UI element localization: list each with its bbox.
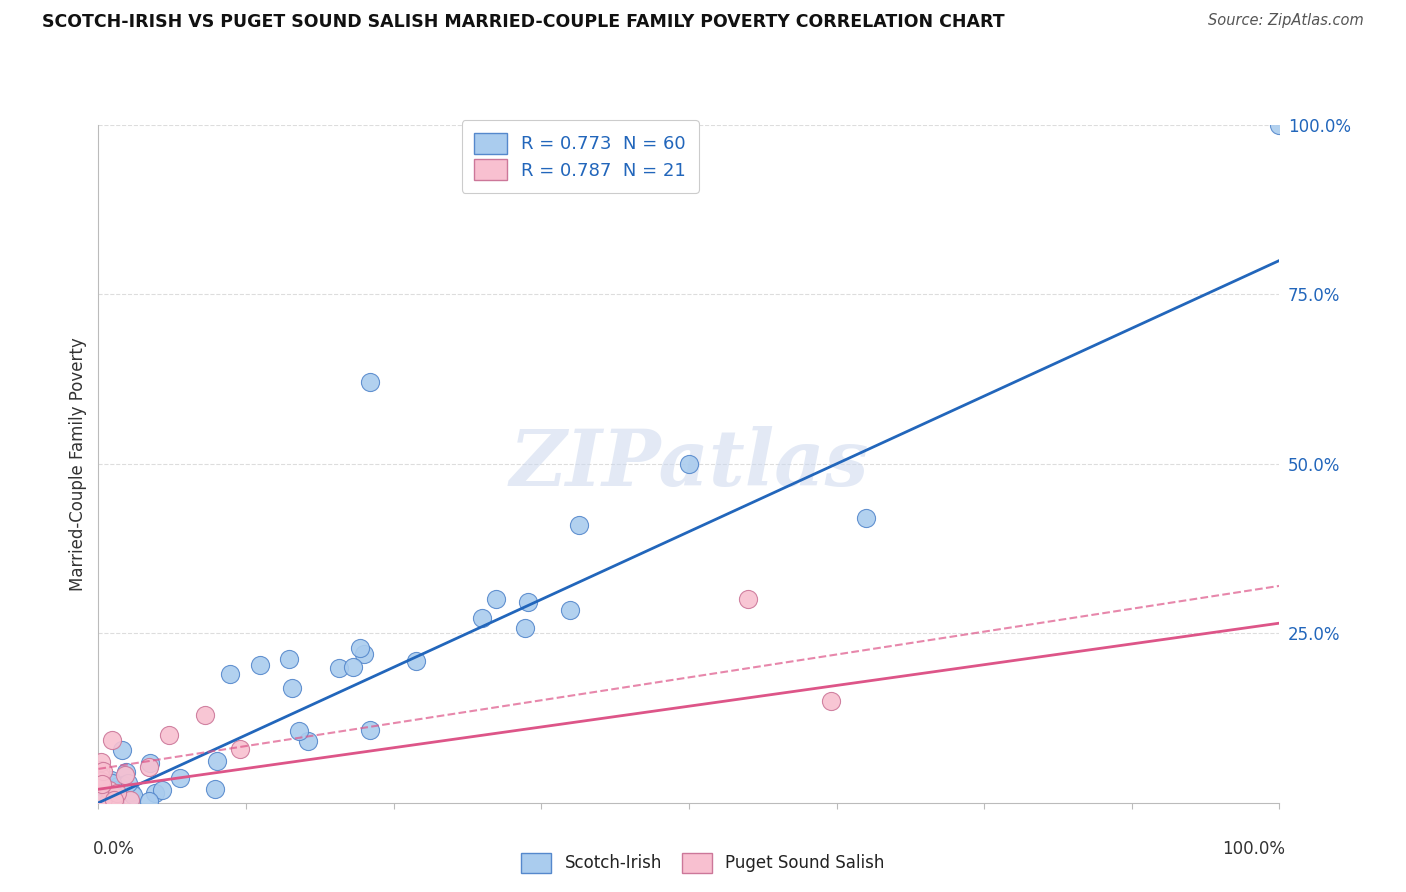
Point bbox=[94, 786, 117, 800]
Point bbox=[93, 787, 115, 801]
Point bbox=[138, 794, 160, 808]
Point bbox=[560, 603, 582, 617]
Legend: R = 0.773  N = 60, R = 0.787  N = 21: R = 0.773 N = 60, R = 0.787 N = 21 bbox=[461, 120, 699, 193]
Point bbox=[89, 763, 111, 777]
Point bbox=[568, 517, 591, 532]
Point bbox=[485, 592, 508, 607]
Point bbox=[94, 787, 117, 801]
Point bbox=[111, 778, 134, 792]
Point bbox=[349, 640, 371, 655]
Point bbox=[218, 666, 240, 681]
Point bbox=[194, 707, 217, 722]
Point bbox=[138, 760, 160, 774]
Text: Source: ZipAtlas.com: Source: ZipAtlas.com bbox=[1208, 13, 1364, 29]
Point bbox=[328, 660, 350, 674]
Point bbox=[97, 785, 120, 799]
Point bbox=[281, 681, 304, 696]
Point bbox=[169, 771, 191, 785]
Point bbox=[89, 769, 111, 783]
Point bbox=[471, 611, 494, 625]
Point bbox=[117, 775, 139, 789]
Text: 0.0%: 0.0% bbox=[93, 840, 135, 858]
Point bbox=[104, 789, 127, 804]
Legend: Scotch-Irish, Puget Sound Salish: Scotch-Irish, Puget Sound Salish bbox=[515, 847, 891, 880]
Point bbox=[104, 795, 127, 809]
Point bbox=[97, 795, 120, 809]
Point bbox=[107, 786, 129, 800]
Point bbox=[93, 792, 115, 806]
Point bbox=[103, 783, 125, 797]
Point bbox=[89, 788, 111, 802]
Point bbox=[107, 779, 129, 793]
Point bbox=[114, 768, 136, 782]
Point bbox=[855, 511, 877, 525]
Point bbox=[229, 741, 252, 756]
Point bbox=[820, 694, 842, 708]
Point bbox=[91, 795, 114, 809]
Point bbox=[90, 774, 112, 789]
Point bbox=[100, 772, 122, 787]
Point bbox=[678, 457, 700, 471]
Point bbox=[90, 755, 112, 769]
Point bbox=[101, 776, 124, 790]
Point bbox=[138, 756, 160, 770]
Point bbox=[342, 660, 364, 674]
Point bbox=[111, 743, 134, 757]
Point bbox=[353, 647, 375, 661]
Point bbox=[737, 592, 759, 607]
Point bbox=[100, 788, 122, 802]
Text: ZIPatlas: ZIPatlas bbox=[509, 425, 869, 502]
Point bbox=[277, 652, 299, 666]
Point bbox=[89, 786, 111, 800]
Point bbox=[89, 774, 111, 789]
Point bbox=[359, 376, 381, 390]
Point bbox=[157, 728, 180, 742]
Point bbox=[91, 764, 114, 779]
Point bbox=[91, 792, 114, 806]
Point bbox=[101, 789, 124, 803]
Text: SCOTCH-IRISH VS PUGET SOUND SALISH MARRIED-COUPLE FAMILY POVERTY CORRELATION CHA: SCOTCH-IRISH VS PUGET SOUND SALISH MARRI… bbox=[42, 13, 1005, 31]
Point bbox=[103, 792, 125, 806]
Point bbox=[90, 775, 112, 789]
Point bbox=[120, 785, 142, 799]
Point bbox=[98, 783, 121, 797]
Point bbox=[204, 782, 226, 797]
Point bbox=[1268, 118, 1291, 132]
Point bbox=[150, 783, 173, 797]
Point bbox=[114, 764, 136, 779]
Point bbox=[288, 723, 311, 738]
Point bbox=[143, 787, 166, 801]
Point bbox=[118, 792, 141, 806]
Point bbox=[207, 754, 229, 768]
Point bbox=[515, 621, 537, 635]
Text: 100.0%: 100.0% bbox=[1222, 840, 1285, 858]
Point bbox=[359, 723, 381, 737]
Point bbox=[101, 789, 124, 804]
Point bbox=[89, 790, 111, 805]
Point bbox=[122, 788, 145, 802]
Point bbox=[405, 654, 427, 668]
Point bbox=[249, 657, 271, 672]
Point bbox=[517, 595, 540, 609]
Y-axis label: Married-Couple Family Poverty: Married-Couple Family Poverty bbox=[69, 337, 87, 591]
Point bbox=[297, 733, 319, 747]
Point bbox=[90, 777, 112, 791]
Point bbox=[104, 790, 127, 805]
Point bbox=[101, 733, 124, 747]
Point bbox=[103, 781, 125, 796]
